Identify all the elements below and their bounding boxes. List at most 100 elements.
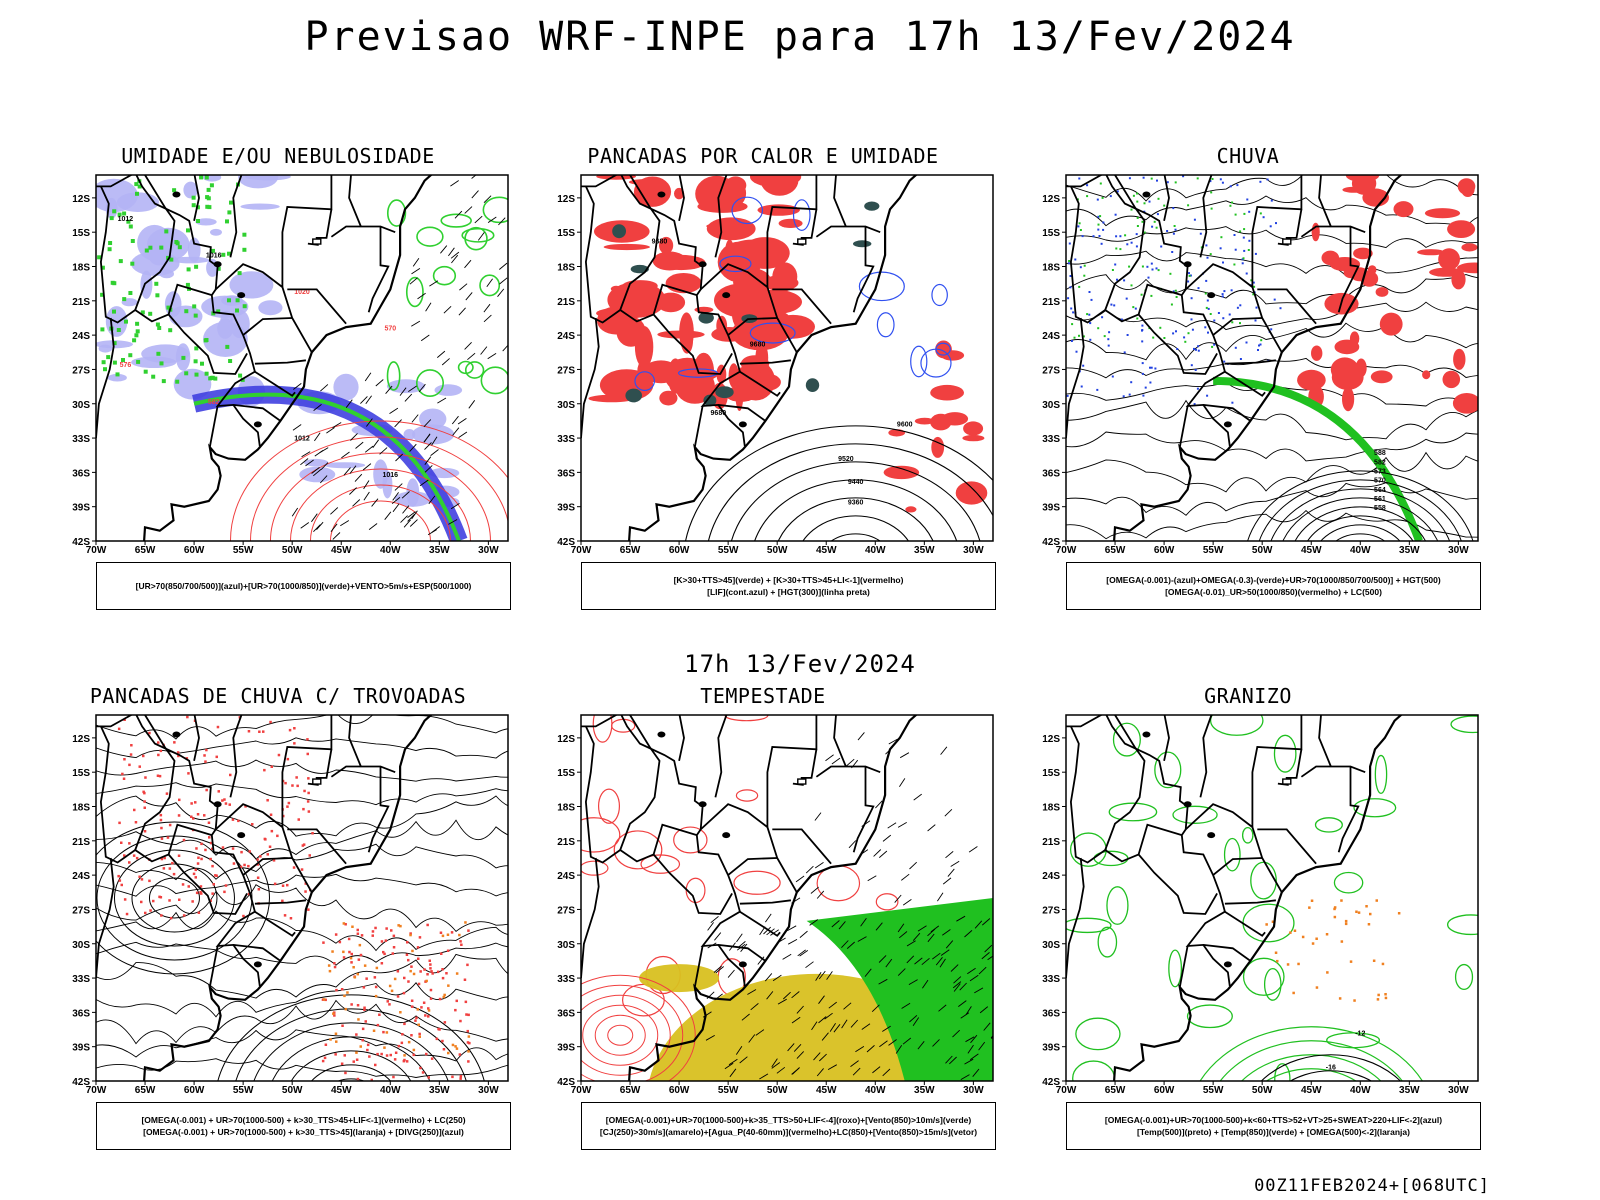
field-cell xyxy=(194,264,199,269)
field-cell xyxy=(177,754,180,758)
field-blob xyxy=(596,307,648,320)
field-cell xyxy=(1151,268,1154,271)
field-cell xyxy=(1183,336,1186,339)
lon-tick-label: 50W xyxy=(282,545,303,556)
temp850-band xyxy=(1219,1040,1404,1081)
field-cell xyxy=(172,188,177,193)
temp850-contour xyxy=(1108,802,1158,822)
field-cell xyxy=(162,867,166,870)
wind-vector xyxy=(857,936,867,942)
field-cell xyxy=(427,1009,431,1012)
wind-vector xyxy=(464,341,472,350)
field-blob xyxy=(140,270,153,299)
field-cell xyxy=(1088,291,1091,293)
border-line xyxy=(652,313,733,375)
field-cell xyxy=(134,821,138,824)
field-blob xyxy=(610,285,622,292)
field-cell xyxy=(194,876,197,879)
field-cell xyxy=(301,844,305,847)
border-line xyxy=(254,359,307,365)
border-line xyxy=(167,853,248,915)
field-cell xyxy=(160,826,163,830)
field-cell xyxy=(205,195,210,200)
wind-vector xyxy=(354,473,363,482)
wind-vector xyxy=(458,307,466,316)
border-line xyxy=(242,857,293,876)
wind-vector xyxy=(841,1019,848,1029)
field-cell xyxy=(306,752,309,756)
lon-tick-label: 60W xyxy=(184,545,205,556)
field-cell xyxy=(1241,262,1244,265)
field-blob xyxy=(665,273,702,294)
field-cell xyxy=(1365,905,1368,908)
field-blob xyxy=(698,312,714,324)
field-cell xyxy=(203,338,208,343)
field-cell xyxy=(100,292,105,297)
lake xyxy=(738,421,747,428)
temp500-contour xyxy=(1289,1070,1373,1081)
field-blob xyxy=(1452,393,1478,414)
field-cell xyxy=(392,934,396,938)
lat-tick-label: 36S xyxy=(1042,1008,1060,1019)
lon-tick-label: 45W xyxy=(331,545,352,556)
coastline xyxy=(1113,715,1403,1081)
field-blob xyxy=(853,240,872,248)
field-cell xyxy=(138,875,141,878)
field-cell xyxy=(1092,235,1095,238)
field-cell xyxy=(1075,350,1078,353)
field-cell xyxy=(177,854,181,857)
humidity-contour xyxy=(405,276,424,308)
field-cell xyxy=(1114,263,1117,266)
field-cell xyxy=(1083,264,1086,267)
wind-vector xyxy=(811,1021,818,1031)
field-cell xyxy=(158,895,161,899)
field-cell xyxy=(1193,347,1195,350)
field-blob xyxy=(914,417,935,425)
lat-tick-label: 18S xyxy=(557,803,575,814)
wind-vector xyxy=(360,396,368,404)
streamline xyxy=(1066,399,1478,441)
height-contour xyxy=(730,461,981,541)
map-frame xyxy=(96,715,508,1081)
wind-vector xyxy=(940,949,950,956)
border-line xyxy=(1257,828,1317,865)
field-cell xyxy=(112,360,117,365)
wind-vector xyxy=(418,383,426,393)
field-cell xyxy=(1349,960,1353,963)
main-title: Previsao WRF-INPE para 17h 13/Fev/2024 xyxy=(304,14,1296,60)
wind-vector xyxy=(895,1044,903,1054)
border-line xyxy=(772,828,832,865)
wind-vector xyxy=(927,933,935,943)
wind-vector xyxy=(825,754,834,762)
wind-vector xyxy=(764,973,773,982)
field-cell xyxy=(288,728,292,732)
geopotential-contour xyxy=(1320,524,1401,541)
water-contour xyxy=(875,893,899,911)
border-line xyxy=(1224,899,1277,905)
humidity-contour xyxy=(386,361,401,391)
field-cell xyxy=(178,798,181,802)
field-cell xyxy=(197,911,201,914)
field-cell xyxy=(160,857,164,861)
temp850-contour xyxy=(1223,837,1241,872)
wind-vector xyxy=(914,957,923,965)
field-cell xyxy=(1333,907,1336,911)
streamline-vortex xyxy=(131,863,218,933)
border-line xyxy=(678,715,685,761)
field-cell xyxy=(393,977,397,981)
streamline xyxy=(1066,250,1478,277)
field-cell xyxy=(1269,225,1272,228)
field-cell xyxy=(106,355,111,360)
border-line xyxy=(96,857,115,979)
temp850-contour xyxy=(1066,917,1112,934)
field-cell xyxy=(263,768,266,772)
field-cell xyxy=(1159,326,1162,329)
wind-vector xyxy=(795,875,805,883)
border-line xyxy=(833,715,847,767)
field-cell xyxy=(349,956,353,960)
field-cell xyxy=(356,932,360,935)
lat-tick-label: 27S xyxy=(72,905,90,916)
wind-vector xyxy=(809,919,819,926)
temp850-contour xyxy=(1075,1017,1121,1051)
